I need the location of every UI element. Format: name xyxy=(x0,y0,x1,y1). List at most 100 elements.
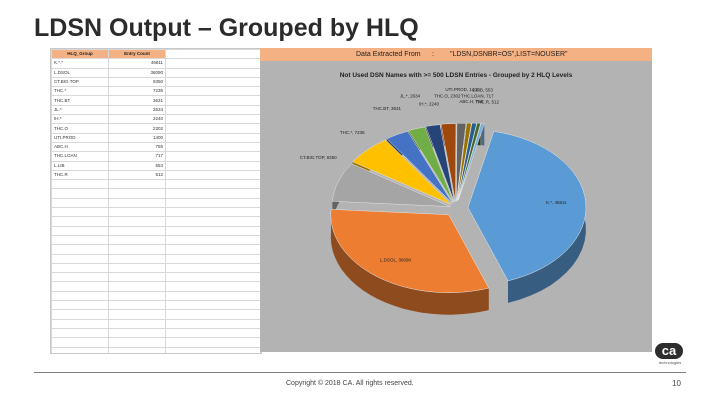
pie-slice[interactable] xyxy=(330,209,490,293)
table-cell[interactable] xyxy=(51,253,109,264)
table-cell[interactable] xyxy=(165,225,261,236)
table-row[interactable]: ABC.H 755 xyxy=(51,141,261,153)
table-row[interactable]: THC.R 512 xyxy=(51,169,261,181)
table-cell[interactable] xyxy=(165,234,261,246)
table-cell[interactable] xyxy=(165,58,261,69)
table-cell[interactable] xyxy=(165,141,261,153)
table-cell[interactable]: 1400 xyxy=(108,132,166,143)
table-cell[interactable]: 36090 xyxy=(108,67,166,78)
table-cell[interactable] xyxy=(108,272,166,283)
table-cell[interactable]: 2634 xyxy=(108,104,166,116)
table-cell[interactable] xyxy=(108,234,166,246)
pie-slice[interactable] xyxy=(386,131,453,204)
table-row[interactable] xyxy=(51,262,261,274)
pie-slice[interactable] xyxy=(467,131,587,282)
pie-slice[interactable] xyxy=(352,139,452,205)
table-cell[interactable] xyxy=(165,262,261,274)
table-cell[interactable] xyxy=(108,207,166,218)
table-row[interactable] xyxy=(51,216,261,227)
table-cell[interactable] xyxy=(108,337,166,348)
table-cell[interactable]: THC.* xyxy=(51,86,109,97)
table-row[interactable]: CT.BIG.TOP 9350 xyxy=(51,76,261,88)
table-cell[interactable] xyxy=(165,169,261,181)
table-cell[interactable]: L.LIB xyxy=(51,160,109,171)
table-cell[interactable] xyxy=(51,299,109,311)
table-cell[interactable] xyxy=(165,290,261,302)
table-cell[interactable] xyxy=(51,234,109,246)
table-cell[interactable] xyxy=(108,346,166,353)
table-cell[interactable] xyxy=(165,123,261,134)
table-cell[interactable] xyxy=(108,253,166,264)
table-cell[interactable] xyxy=(165,299,261,311)
table-cell[interactable] xyxy=(51,346,109,353)
table-row[interactable]: THC.BT 3631 xyxy=(51,95,261,106)
table-row[interactable] xyxy=(51,290,261,302)
table-cell[interactable] xyxy=(108,225,166,236)
table-cell[interactable]: THC.LOAN xyxy=(51,151,109,162)
table-row[interactable]: THC.O 2302 xyxy=(51,123,261,134)
table-row[interactable] xyxy=(51,327,261,339)
table-row[interactable] xyxy=(51,318,261,329)
table-row[interactable]: IH.* 2240 xyxy=(51,114,261,125)
table-cell[interactable] xyxy=(108,299,166,311)
pie-slice[interactable] xyxy=(440,123,457,202)
table-cell[interactable]: 46811 xyxy=(108,58,166,69)
table-row[interactable]: UTI.PROD 1400 xyxy=(51,132,261,143)
table-cell[interactable] xyxy=(51,207,109,218)
table-cell[interactable] xyxy=(51,262,109,274)
table-cell[interactable] xyxy=(51,337,109,348)
table-cell[interactable] xyxy=(108,309,166,320)
pie-slice[interactable] xyxy=(457,122,477,201)
table-cell[interactable]: 3631 xyxy=(108,95,166,106)
column-header[interactable]: HLQ_Group xyxy=(51,49,109,60)
table-row[interactable] xyxy=(51,299,261,311)
table-cell[interactable]: THC.O xyxy=(51,123,109,134)
table-row[interactable] xyxy=(51,207,261,218)
table-row[interactable] xyxy=(51,197,261,209)
table-row[interactable] xyxy=(51,346,261,353)
table-cell[interactable]: 9350 xyxy=(108,76,166,88)
table-row[interactable] xyxy=(51,244,261,255)
table-row[interactable] xyxy=(51,272,261,283)
table-cell[interactable]: CT.BIG.TOP xyxy=(51,76,109,88)
table-cell[interactable]: UTI.PROD xyxy=(51,132,109,143)
table-cell[interactable] xyxy=(108,216,166,227)
pie-slice[interactable] xyxy=(408,126,454,203)
table-cell[interactable] xyxy=(108,179,166,190)
table-cell[interactable]: 7236 xyxy=(108,86,166,97)
table-cell[interactable] xyxy=(51,309,109,320)
table-cell[interactable] xyxy=(108,318,166,329)
table-cell[interactable]: 755 xyxy=(108,141,166,153)
column-header[interactable]: Entry Count xyxy=(108,49,166,60)
pie-slice[interactable] xyxy=(332,163,451,207)
table-row[interactable] xyxy=(51,281,261,292)
table-cell[interactable] xyxy=(165,160,261,171)
table-cell[interactable] xyxy=(165,327,261,339)
table-cell[interactable] xyxy=(51,188,109,199)
pie-slice[interactable] xyxy=(456,122,472,201)
table-cell[interactable] xyxy=(165,216,261,227)
table-cell[interactable] xyxy=(165,207,261,218)
table-cell[interactable] xyxy=(51,179,109,190)
table-cell[interactable] xyxy=(108,188,166,199)
table-cell[interactable] xyxy=(165,272,261,283)
table-cell[interactable] xyxy=(165,318,261,329)
table-cell[interactable] xyxy=(108,197,166,209)
table-cell[interactable] xyxy=(51,272,109,283)
table-cell[interactable]: L.DSOL xyxy=(51,67,109,78)
table-cell[interactable] xyxy=(51,327,109,339)
table-cell[interactable] xyxy=(51,244,109,255)
table-cell[interactable]: IH.* xyxy=(51,114,109,125)
pie-slice[interactable] xyxy=(425,124,455,203)
table-cell[interactable] xyxy=(165,104,261,116)
table-cell[interactable]: K.*.* xyxy=(51,58,109,69)
table-cell[interactable] xyxy=(108,290,166,302)
table-cell[interactable]: 553 xyxy=(108,160,166,171)
table-row[interactable]: L.LIB 553 xyxy=(51,160,261,171)
table-cell[interactable] xyxy=(165,281,261,292)
table-cell[interactable]: 512 xyxy=(108,169,166,181)
table-cell[interactable] xyxy=(51,318,109,329)
table-cell[interactable] xyxy=(108,327,166,339)
table-cell[interactable] xyxy=(51,290,109,302)
table-cell[interactable]: THC.R xyxy=(51,169,109,181)
